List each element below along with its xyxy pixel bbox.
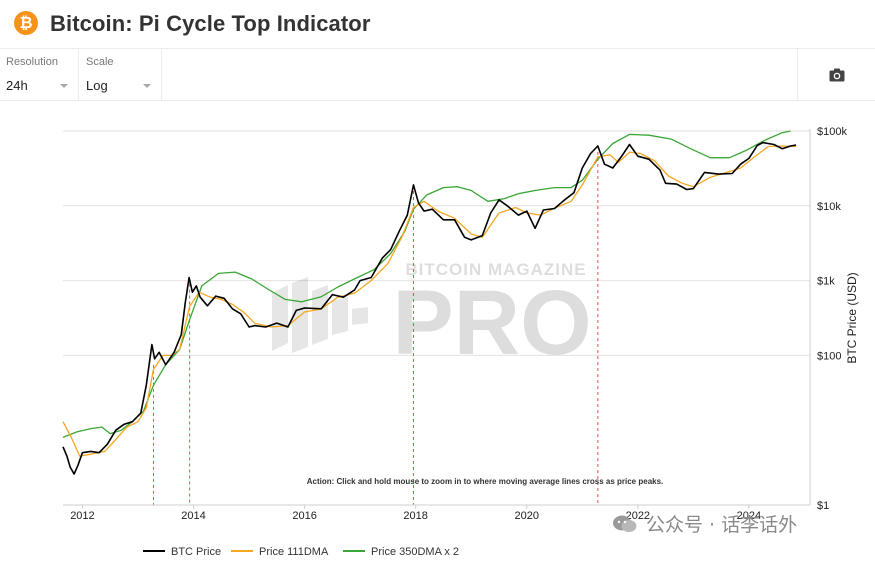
resolution-select[interactable]: Resolution 24h [0,49,79,101]
x-tick-label: 2012 [70,510,94,522]
watermark-top-text: BITCOIN MAGAZINE [405,260,586,279]
x-tick-label: 2014 [181,510,205,522]
header: ₿ Bitcoin: Pi Cycle Top Indicator [0,0,875,48]
pi-cycle-chart[interactable]: BITCOIN MAGAZINE PRO $1 $100 $1k $10k $100k 2… [0,101,875,563]
overlay-tag-text: 公众号 · 话李话外 [646,514,798,536]
resolution-value[interactable]: 24h [6,78,28,93]
y-tick-label: $10k [817,201,841,213]
series-lines[interactable] [62,130,797,475]
x-tick-label: 2020 [515,510,539,522]
axes: $1 $100 $1k $10k $100k 2012 2014 2016 2018 2020 20… [63,126,847,522]
resolution-label: Resolution [6,56,58,68]
scale-select[interactable]: Scale Log [80,49,162,101]
x-tick-label: 2022 [626,510,650,522]
bitcoin-logo-icon: ₿ [14,11,38,35]
screenshot-button[interactable] [797,49,875,101]
x-tick-label: 2024 [737,510,761,522]
wechat-icon [613,515,637,532]
x-tick-label: 2016 [292,510,316,522]
legend-label[interactable]: Price 350DMA x 2 [371,546,459,558]
chart-legend: BTC Price Price 111DMA Price 350DMA x 2 [143,546,459,558]
x-tick-label: 2018 [403,510,427,522]
scale-value[interactable]: Log [86,78,108,93]
chevron-down-icon[interactable] [60,84,68,88]
chart-annotation: Action: Click and hold mouse to zoom in … [307,477,664,486]
page-title: Bitcoin: Pi Cycle Top Indicator [50,11,371,36]
scale-label: Scale [86,56,114,68]
y-tick-label: $100 [817,350,841,362]
series-line-btc-price[interactable] [62,141,797,475]
chart-toolbar: Resolution 24h Scale Log [0,48,875,101]
series-line-price-111dma[interactable] [62,145,797,457]
legend-label[interactable]: Price 111DMA [259,546,329,558]
watermark-main-text: PRO [392,272,591,374]
y-axis-label: BTC Price (USD) [845,272,859,363]
chart-area[interactable]: BITCOIN MAGAZINE PRO $1 $100 $1k $10k $100k 2… [0,101,875,563]
y-tick-label: $100k [817,126,847,138]
y-tick-label: $1k [817,276,835,288]
camera-icon[interactable] [829,68,845,82]
y-tick-label: $1 [817,500,829,512]
watermark: BITCOIN MAGAZINE PRO [272,260,592,374]
legend-label[interactable]: BTC Price [171,546,221,558]
chevron-down-icon[interactable] [143,84,151,88]
